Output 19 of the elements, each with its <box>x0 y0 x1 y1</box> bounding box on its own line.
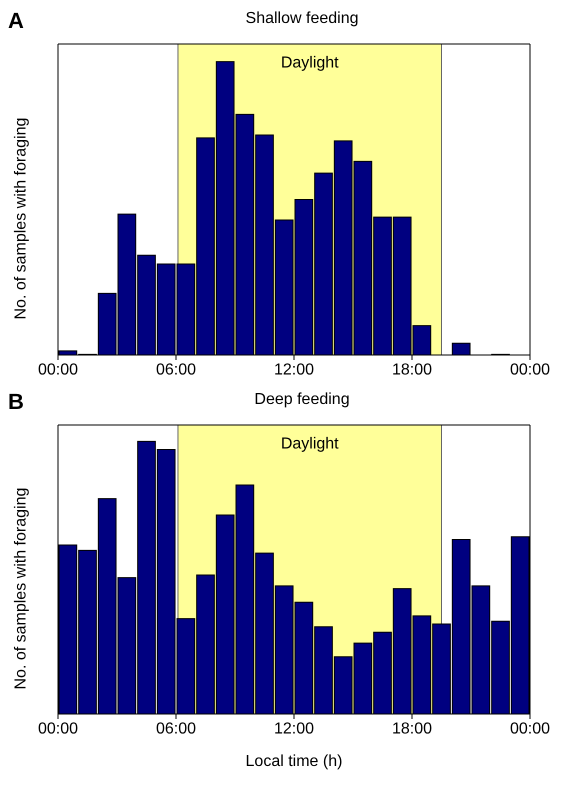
y-axis-title: No. of samples with foraging <box>12 488 30 690</box>
chart-title: Deep feeding <box>254 391 350 408</box>
x-tick-label: 18:00 <box>392 361 432 378</box>
band-label: Daylight <box>280 54 340 72</box>
x-tick-label: 00:00 <box>38 361 78 378</box>
x-tick-label: 00:00 <box>38 720 78 738</box>
x-tick-label: 18:00 <box>392 720 432 738</box>
text: A <box>8 8 24 34</box>
x-tick-label: 00:00 <box>510 720 550 738</box>
x-tick-label: 06:00 <box>156 361 196 378</box>
x-tick-label: 12:00 <box>274 361 314 378</box>
y-axis-title: No. of samples with foraging <box>12 118 30 320</box>
x-tick-label: 12:00 <box>274 720 314 738</box>
band-label: Daylight <box>280 435 340 452</box>
x-tick-label: 00:00 <box>510 361 550 378</box>
x-axis-title: Local time (h) <box>246 753 342 770</box>
text: B <box>8 389 24 415</box>
x-tick-label: 06:00 <box>156 720 196 738</box>
chart-title: Shallow feeding <box>246 10 358 27</box>
